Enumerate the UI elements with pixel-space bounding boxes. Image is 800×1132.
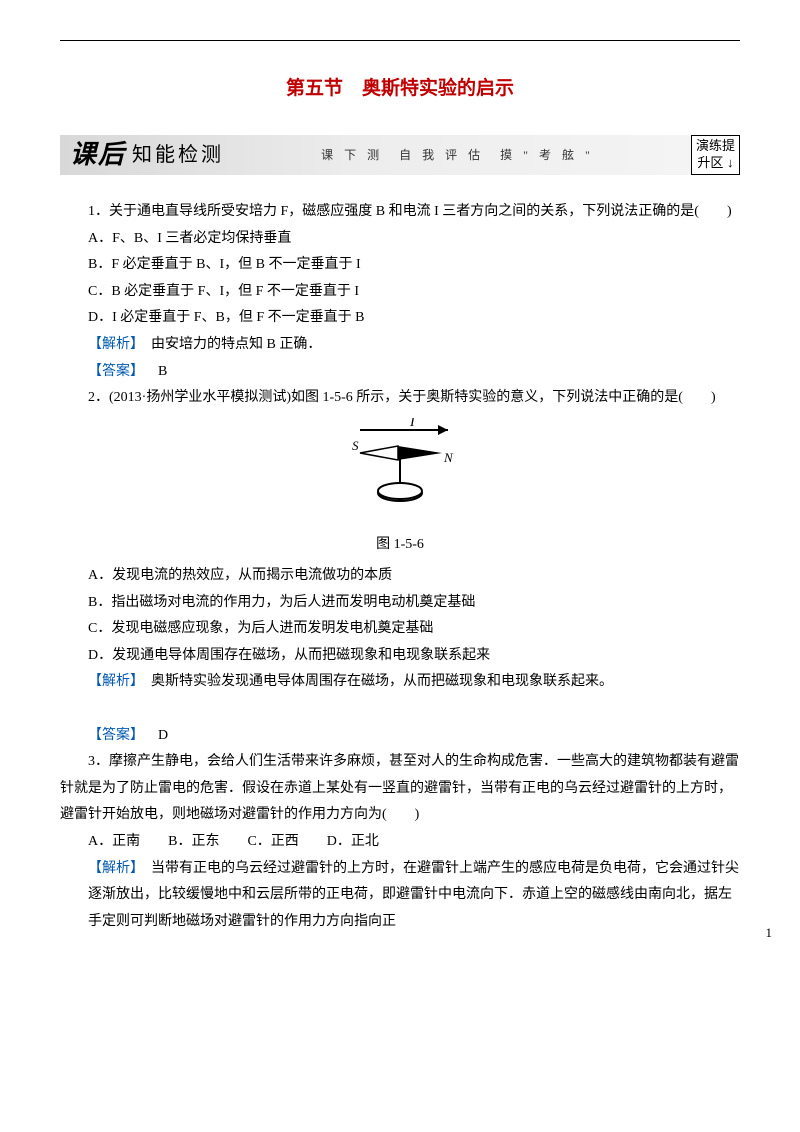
banner-normal-text: 知能检测 xyxy=(132,136,224,174)
q2-answer-text: D xyxy=(158,728,168,743)
page-number: 1 xyxy=(766,921,773,946)
section-title: 第五节 奥斯特实验的启示 xyxy=(60,71,740,107)
q1-solution: 【解析】 由安培力的特点知 B 正确． xyxy=(60,332,740,359)
q2-solution-text: 奥斯特实验发现通电导体周围存在磁场，从而把磁现象和电现象联系起来。 xyxy=(137,674,613,689)
q1-stem: 1．关于通电直导线所受安培力 F，磁感应强度 B 和电流 I 三者方向之间的关系… xyxy=(60,199,740,226)
banner-box-line1: 演练提 xyxy=(696,138,735,155)
compass-icon: I S N xyxy=(330,418,470,508)
label-s: S xyxy=(352,438,359,453)
banner-side-box: 演练提 升区 ↓ xyxy=(691,135,740,175)
q1-choice-d: D．I 必定垂直于 F、B，但 F 不一定垂直于 B xyxy=(60,305,740,332)
q3-choices: A．正南 B．正东 C．正西 D．正北 xyxy=(60,829,740,856)
solution-label: 【解析】 xyxy=(88,337,137,352)
figure-caption: 图 1-5-6 xyxy=(60,532,740,559)
q2-choice-d: D．发现通电导体周围存在磁场，从而把磁现象和电现象联系起来 xyxy=(60,643,740,670)
q2-choice-a: A．发现电流的热效应，从而揭示电流做功的本质 xyxy=(60,563,740,590)
q2-choice-c: C．发现电磁感应现象，为后人进而发明发电机奠定基础 xyxy=(60,616,740,643)
banner-script-text: 课后 xyxy=(70,130,126,179)
q3-solution-text: 当带有正电的乌云经过避雷针的上方时，在避雷针上端产生的感应电荷是负电荷，它会通过… xyxy=(88,861,739,929)
page-container: 第五节 奥斯特实验的启示 课后 知能检测 课 下 测 自 我 评 估 摸 " 考… xyxy=(0,0,800,955)
label-i: I xyxy=(409,418,416,430)
q2-choice-b: B．指出磁场对电流的作用力，为后人进而发明电动机奠定基础 xyxy=(60,590,740,617)
figure-1-5-6: I S N xyxy=(60,418,740,519)
banner-subtitle: 课 下 测 自 我 评 估 摸 " 考 舷 " xyxy=(224,144,691,167)
banner-box-line2: 升区 ↓ xyxy=(696,155,735,172)
q1-choice-c: C．B 必定垂直于 F、I，但 F 不一定垂直于 I xyxy=(60,279,740,306)
answer-label: 【答案】 xyxy=(88,364,144,379)
q3-stem: 3．摩擦产生静电，会给人们生活带来许多麻烦，甚至对人的生命构成危害．一些高大的建… xyxy=(60,749,740,829)
solution-label: 【解析】 xyxy=(88,674,137,689)
solution-label: 【解析】 xyxy=(88,861,137,876)
q2-answer: 【答案】 D xyxy=(60,723,740,750)
label-n: N xyxy=(443,450,454,465)
banner: 课后 知能检测 课 下 测 自 我 评 估 摸 " 考 舷 " 演练提 升区 ↓ xyxy=(60,135,740,175)
answer-label: 【答案】 xyxy=(88,728,144,743)
q1-solution-text: 由安培力的特点知 B 正确． xyxy=(137,337,321,352)
blank-line xyxy=(60,696,740,723)
q1-answer: 【答案】 B xyxy=(60,359,740,386)
q1-choice-b: B．F 必定垂直于 B、I，但 B 不一定垂直于 I xyxy=(60,252,740,279)
q2-stem: 2．(2013·扬州学业水平模拟测试)如图 1-5-6 所示，关于奥斯特实验的意… xyxy=(60,385,740,412)
top-rule xyxy=(60,40,740,41)
q2-solution: 【解析】 奥斯特实验发现通电导体周围存在磁场，从而把磁现象和电现象联系起来。 xyxy=(60,669,740,696)
q1-answer-text: B xyxy=(158,364,167,379)
q1-choice-a: A．F、B、I 三者必定均保持垂直 xyxy=(60,226,740,253)
q3-solution: 【解析】 当带有正电的乌云经过避雷针的上方时，在避雷针上端产生的感应电荷是负电荷… xyxy=(60,856,740,936)
